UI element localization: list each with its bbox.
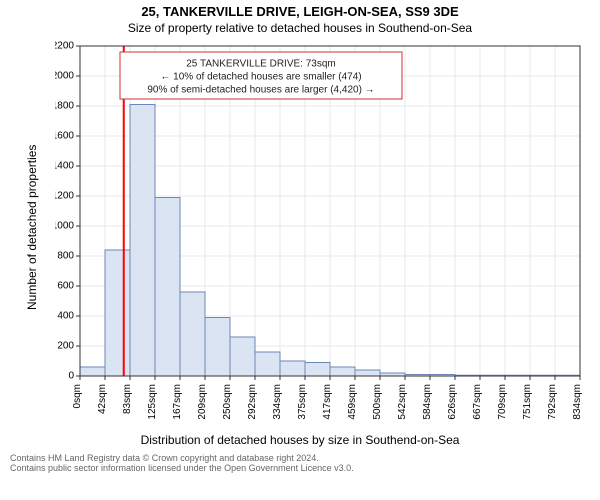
- x-tick-label: 667sqm: [472, 384, 483, 420]
- x-tick-label: 834sqm: [572, 384, 583, 420]
- y-tick-label: 2000: [55, 71, 74, 82]
- x-tick-label: 375sqm: [297, 384, 308, 420]
- y-tick-label: 1800: [55, 101, 74, 112]
- y-tick-label: 1600: [55, 131, 74, 142]
- histogram-bar: [205, 318, 230, 377]
- histogram-bar: [330, 367, 355, 376]
- histogram-bar: [105, 250, 130, 376]
- annotation-line: ← 10% of detached houses are smaller (47…: [160, 71, 361, 82]
- x-tick-label: 792sqm: [547, 384, 558, 420]
- y-tick-label: 400: [57, 311, 74, 322]
- x-tick-label: 584sqm: [422, 384, 433, 420]
- x-tick-label: 250sqm: [222, 384, 233, 420]
- annotation-line: 25 TANKERVILLE DRIVE: 73sqm: [186, 58, 336, 69]
- page-title-address: 25, TANKERVILLE DRIVE, LEIGH-ON-SEA, SS9…: [0, 4, 600, 19]
- y-tick-label: 1200: [55, 191, 74, 202]
- x-tick-label: 42sqm: [97, 384, 108, 414]
- x-tick-label: 125sqm: [147, 384, 158, 420]
- footer: Contains HM Land Registry data © Crown c…: [10, 453, 600, 473]
- histogram-chart: 0 200 400 600 800 1000 1200 1400 1600 1800 2000 220…: [55, 41, 585, 431]
- x-tick-label: 334sqm: [272, 384, 283, 420]
- x-tick-label: 500sqm: [372, 384, 383, 420]
- histogram-bar: [305, 363, 330, 377]
- histogram-bar: [130, 105, 155, 377]
- footer-line-1: Contains HM Land Registry data © Crown c…: [10, 453, 600, 463]
- x-tick-label: 459sqm: [347, 384, 358, 420]
- y-tick-label: 1000: [55, 221, 74, 232]
- x-tick-label: 626sqm: [447, 384, 458, 420]
- y-tick-label: 600: [57, 281, 74, 292]
- histogram-bar: [180, 292, 205, 376]
- y-tick-label: 1400: [55, 161, 74, 172]
- x-tick-label: 83sqm: [122, 384, 133, 414]
- x-tick-label: 292sqm: [247, 384, 258, 420]
- x-tick-label: 542sqm: [397, 384, 408, 420]
- x-tick-label: 0sqm: [72, 384, 83, 408]
- y-tick-label: 200: [57, 341, 74, 352]
- histogram-bar: [230, 337, 255, 376]
- histogram-bar: [280, 361, 305, 376]
- annotation-line: 90% of semi-detached houses are larger (…: [147, 84, 374, 95]
- y-tick-label: 2200: [55, 41, 74, 52]
- x-tick-label: 709sqm: [497, 384, 508, 420]
- x-axis-title: Distribution of detached houses by size …: [0, 433, 600, 447]
- chart-container: Number of detached properties 0200400600…: [55, 41, 600, 431]
- y-axis-label: Number of detached properties: [25, 145, 39, 310]
- histogram-bar: [155, 198, 180, 377]
- y-tick-label: 800: [57, 251, 74, 262]
- x-tick-label: 751sqm: [522, 384, 533, 420]
- histogram-bar: [80, 367, 105, 376]
- x-tick-label: 167sqm: [172, 384, 183, 420]
- page-title-sub: Size of property relative to detached ho…: [0, 21, 600, 35]
- footer-line-2: Contains public sector information licen…: [10, 463, 600, 473]
- x-tick-label: 417sqm: [322, 384, 333, 420]
- histogram-bar: [355, 370, 380, 376]
- histogram-bar: [255, 352, 280, 376]
- y-tick-label: 0: [68, 371, 74, 382]
- x-tick-label: 209sqm: [197, 384, 208, 420]
